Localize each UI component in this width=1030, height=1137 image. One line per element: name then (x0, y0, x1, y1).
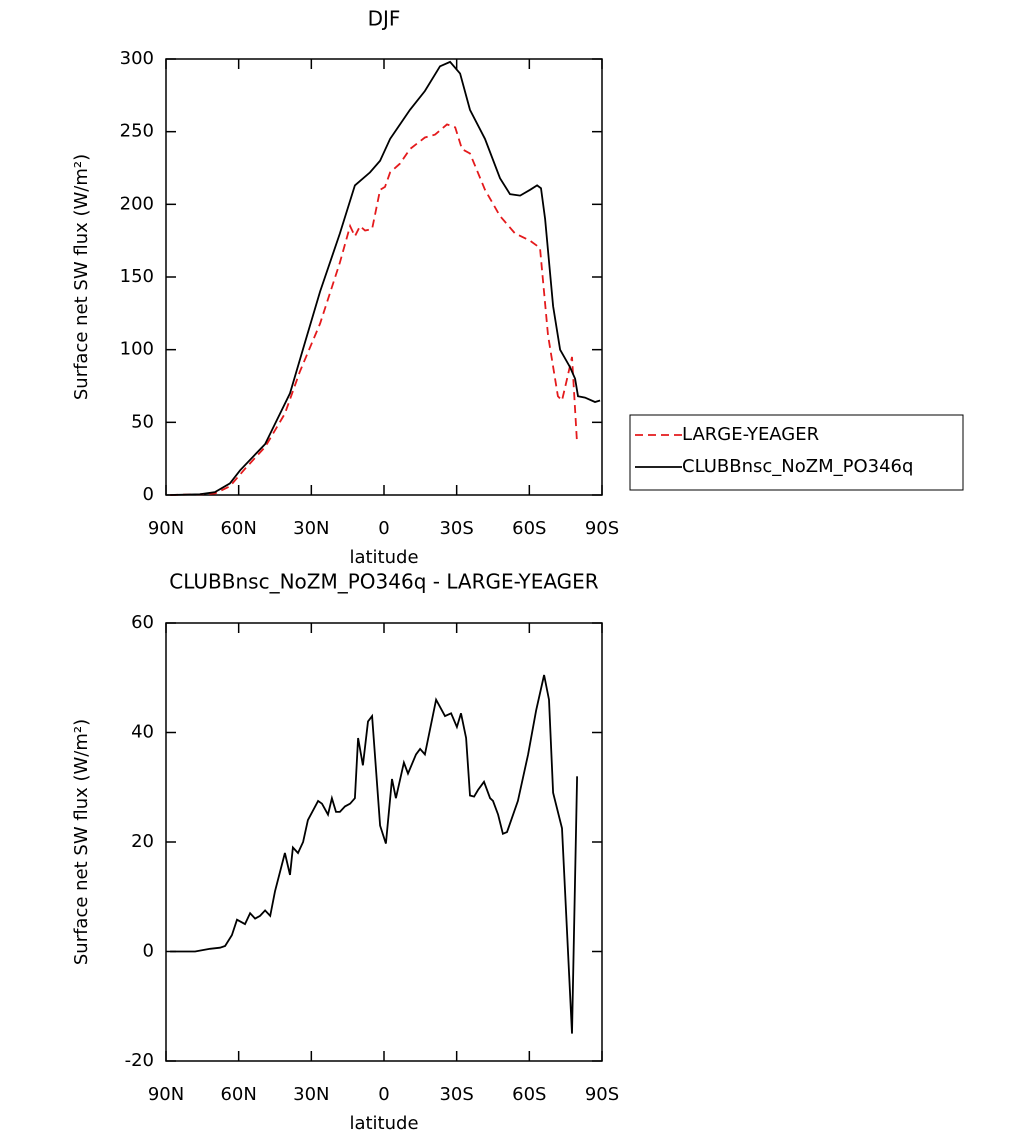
x-tick-label: 90S (585, 1084, 619, 1105)
x-tick-label: 60S (512, 518, 546, 539)
chart-title: CLUBBnsc_NoZM_PO346q - LARGE-YEAGER (169, 570, 599, 594)
y-tick-label: 250 (120, 121, 154, 142)
x-tick-label: 60N (220, 518, 256, 539)
x-tick-label: 30N (293, 1084, 329, 1105)
chart-title: DJF (368, 7, 401, 31)
y-tick-label: 0 (143, 941, 154, 962)
x-tick-label: 90N (148, 518, 184, 539)
x-tick-label: 0 (378, 518, 389, 539)
data-line (170, 123, 578, 496)
legend: LARGE-YEAGER CLUBBnsc_NoZM_PO346q (629, 414, 964, 491)
legend-box (629, 414, 964, 491)
legend-label: CLUBBnsc_NoZM_PO346q (682, 456, 913, 477)
y-axis-label: Surface net SW flux (W/m²) (71, 719, 92, 965)
y-tick-label: -20 (125, 1050, 154, 1071)
y-tick-label: 100 (120, 339, 154, 360)
y-tick-label: 150 (120, 266, 154, 287)
y-axis-label: Surface net SW flux (W/m²) (71, 154, 92, 400)
y-tick-label: 40 (131, 722, 154, 743)
y-tick-label: 0 (143, 484, 154, 505)
data-line (170, 674, 578, 1034)
y-tick-label: 200 (120, 193, 154, 214)
x-tick-label: 30S (439, 1084, 473, 1105)
y-tick-label: 300 (120, 48, 154, 69)
x-tick-label: 60S (512, 1084, 546, 1105)
x-tick-label: 90S (585, 518, 619, 539)
x-tick-label: 30S (439, 518, 473, 539)
x-axis-label: latitude (349, 1113, 418, 1134)
y-tick-label: 20 (131, 831, 154, 852)
data-line (170, 60, 601, 496)
y-tick-label: 60 (131, 612, 154, 633)
x-axis-label: latitude (349, 547, 418, 568)
x-tick-label: 30N (293, 518, 329, 539)
legend-label: LARGE-YEAGER (682, 424, 819, 445)
x-tick-label: 60N (220, 1084, 256, 1105)
plot-frame (165, 58, 603, 496)
x-tick-label: 90N (148, 1084, 184, 1105)
plot-frame (165, 622, 603, 1062)
x-tick-label: 0 (378, 1084, 389, 1105)
y-tick-label: 50 (131, 411, 154, 432)
